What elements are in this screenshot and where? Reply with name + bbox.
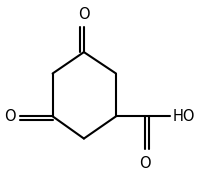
Text: HO: HO <box>173 109 195 124</box>
Text: O: O <box>139 156 151 171</box>
Text: O: O <box>4 109 16 124</box>
Text: O: O <box>78 7 90 22</box>
